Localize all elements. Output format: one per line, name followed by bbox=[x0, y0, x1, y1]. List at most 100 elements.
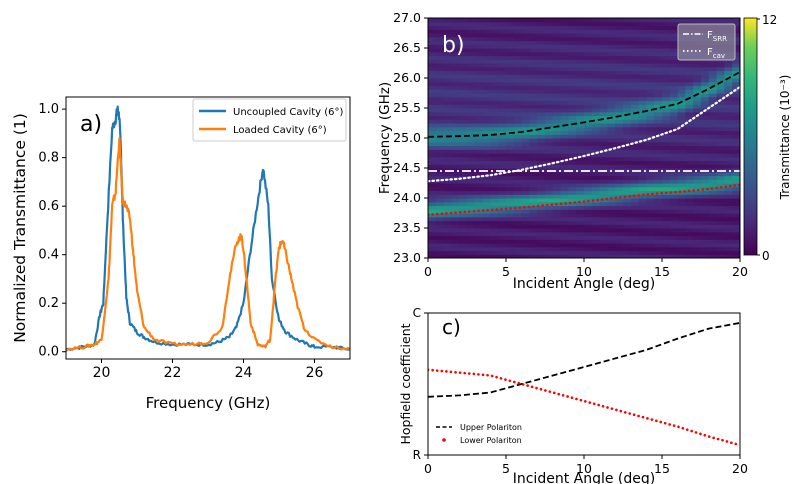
heatmap-cell bbox=[623, 123, 632, 128]
heatmap-cell bbox=[568, 175, 577, 180]
heatmap-cell bbox=[537, 153, 546, 158]
heatmap-cell bbox=[584, 89, 593, 94]
heatmap-cell bbox=[490, 130, 499, 135]
heatmap-cell bbox=[669, 108, 679, 113]
heatmap-cell bbox=[545, 119, 554, 124]
heatmap-cell bbox=[646, 246, 655, 252]
heatmap-cell bbox=[521, 179, 530, 184]
heatmap-cell bbox=[568, 51, 577, 57]
heatmap-cell bbox=[677, 250, 686, 255]
heatmap-cell bbox=[568, 243, 577, 248]
heatmap-cell bbox=[498, 55, 507, 60]
heatmap-cell bbox=[474, 130, 484, 135]
heatmap-cell bbox=[490, 89, 499, 94]
heatmap-cell bbox=[552, 48, 562, 53]
heatmap-cell bbox=[552, 145, 562, 150]
heatmap-cell bbox=[443, 239, 452, 244]
heatmap-cell bbox=[599, 25, 608, 30]
heatmap-cell bbox=[513, 149, 523, 154]
heatmap-cell bbox=[630, 254, 640, 258]
heatmap-cell bbox=[521, 209, 530, 214]
legend-label-upper: Upper Polariton bbox=[460, 423, 522, 432]
heatmap-cell bbox=[732, 190, 740, 195]
heatmap-cell bbox=[537, 205, 546, 210]
heatmap-cell bbox=[506, 216, 515, 222]
heatmap-cell bbox=[693, 194, 702, 199]
heatmap-cell bbox=[521, 115, 530, 120]
heatmap-cell bbox=[716, 179, 725, 184]
heatmap-cell bbox=[474, 134, 484, 139]
heatmap-cell bbox=[599, 134, 608, 139]
heatmap-cell bbox=[630, 96, 640, 102]
heatmap-cell bbox=[498, 186, 507, 192]
heatmap-cell bbox=[537, 198, 546, 203]
heatmap-cell bbox=[428, 104, 437, 109]
heatmap-cell bbox=[560, 171, 569, 177]
heatmap-cell bbox=[654, 228, 663, 233]
heatmap-cell bbox=[521, 149, 530, 154]
heatmap-cell bbox=[701, 190, 710, 195]
heatmap-cell bbox=[693, 164, 702, 169]
heatmap-cell bbox=[615, 209, 624, 214]
heatmap-cell bbox=[451, 213, 460, 218]
heatmap-cell bbox=[724, 239, 733, 244]
heatmap-cell bbox=[693, 18, 702, 23]
heatmap-cell bbox=[443, 81, 452, 87]
heatmap-cell bbox=[708, 246, 718, 252]
heatmap-cell bbox=[591, 156, 601, 162]
heatmap-cell bbox=[607, 66, 616, 72]
heatmap-cell bbox=[459, 55, 468, 60]
heatmap-cell bbox=[435, 44, 445, 49]
heatmap-cell bbox=[662, 96, 671, 102]
heatmap-cell bbox=[482, 96, 491, 102]
heatmap-cell bbox=[599, 44, 608, 49]
heatmap-cell bbox=[701, 201, 710, 207]
heatmap-cell bbox=[482, 33, 491, 38]
heatmap-cell bbox=[724, 246, 733, 252]
heatmap-cell bbox=[701, 246, 710, 252]
heatmap-cell bbox=[662, 59, 671, 64]
heatmap-cell bbox=[646, 179, 655, 184]
heatmap-cell bbox=[560, 108, 569, 113]
heatmap-cell bbox=[443, 63, 452, 68]
heatmap-cell bbox=[677, 179, 686, 184]
heatmap-cell bbox=[467, 198, 476, 203]
heatmap-cell bbox=[716, 205, 725, 210]
heatmap-cell bbox=[654, 55, 663, 60]
heatmap-cell bbox=[646, 145, 655, 150]
heatmap-cell bbox=[732, 138, 740, 143]
heatmap-cell bbox=[498, 115, 507, 120]
heatmap-cell bbox=[443, 36, 452, 42]
heatmap-cell bbox=[732, 186, 740, 192]
heatmap-cell bbox=[615, 220, 624, 225]
heatmap-cell bbox=[451, 93, 460, 98]
heatmap-cell bbox=[552, 96, 562, 102]
heatmap-cell bbox=[490, 254, 499, 258]
heatmap-cell bbox=[638, 153, 647, 158]
panel-c-ytick-label: R bbox=[413, 448, 421, 462]
heatmap-cell bbox=[490, 141, 499, 147]
heatmap-cell bbox=[708, 70, 718, 75]
heatmap-cell bbox=[623, 153, 632, 158]
heatmap-cell bbox=[732, 130, 740, 135]
heatmap-cell bbox=[521, 224, 530, 229]
panel-a-ytick-label: 1.0 bbox=[38, 102, 59, 117]
heatmap-cell bbox=[591, 66, 601, 72]
heatmap-cell bbox=[591, 48, 601, 53]
heatmap-cell bbox=[638, 55, 647, 60]
heatmap-cell bbox=[630, 81, 640, 87]
heatmap-cell bbox=[607, 134, 616, 139]
heatmap-cell bbox=[498, 48, 507, 53]
heatmap-cell bbox=[732, 18, 740, 23]
legend-label-fcav: Fcav bbox=[707, 47, 725, 60]
heatmap-cell bbox=[498, 216, 507, 222]
heatmap-cell bbox=[654, 108, 663, 113]
heatmap-cell bbox=[506, 108, 515, 113]
heatmap-cell bbox=[654, 40, 663, 45]
heatmap-cell bbox=[482, 48, 491, 53]
heatmap-cell bbox=[428, 55, 437, 60]
heatmap-cell bbox=[467, 179, 476, 184]
heatmap-cell bbox=[521, 63, 530, 68]
heatmap-cell bbox=[662, 149, 671, 154]
heatmap-cell bbox=[724, 78, 733, 83]
